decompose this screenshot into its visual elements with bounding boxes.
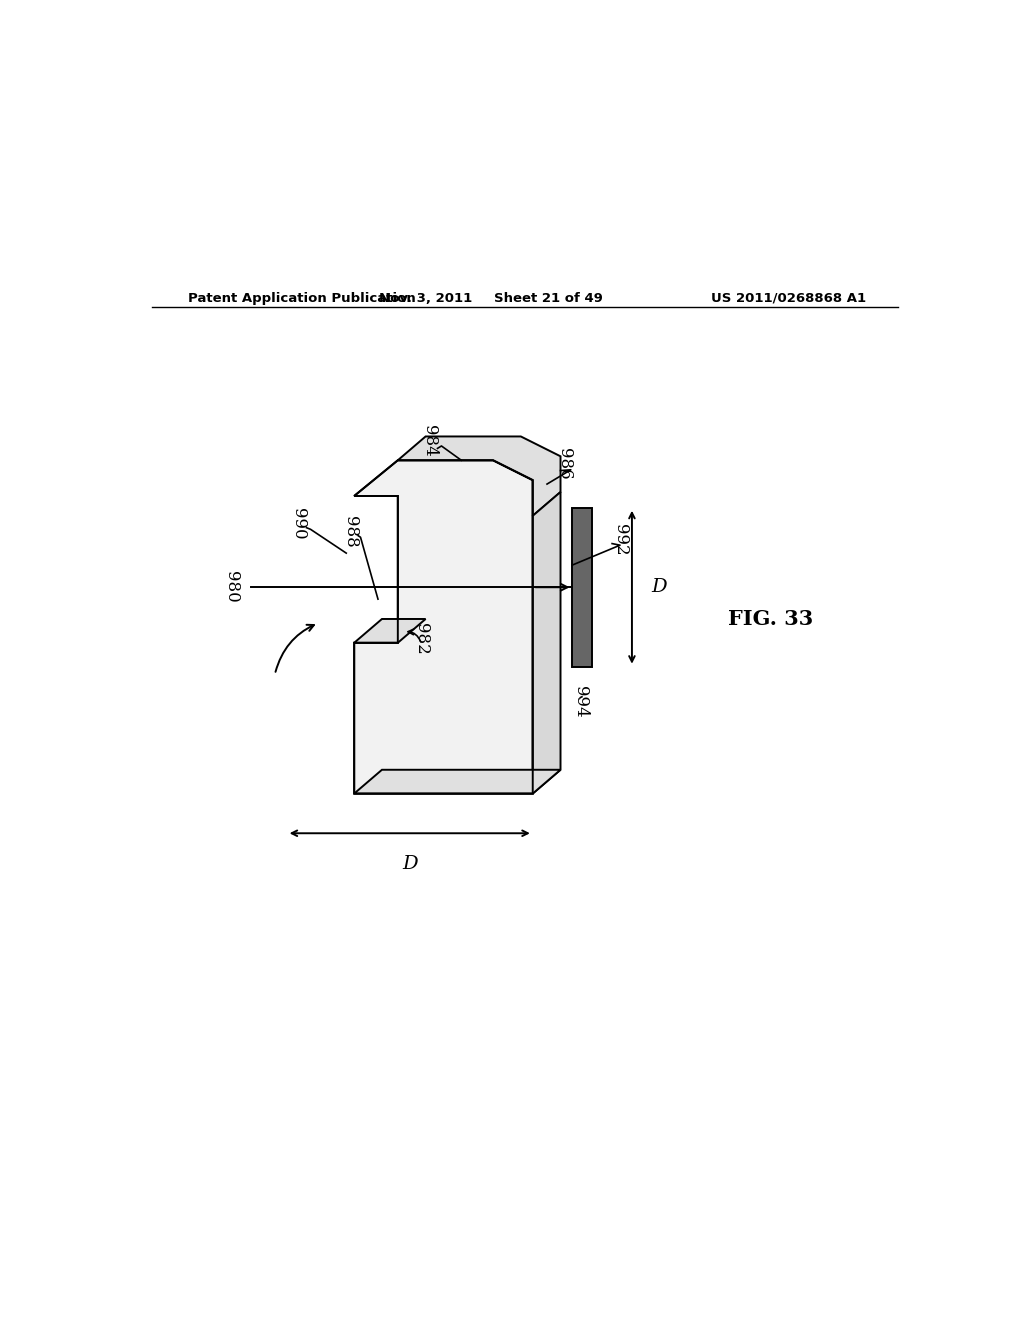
Text: Nov. 3, 2011: Nov. 3, 2011 xyxy=(379,292,472,305)
Polygon shape xyxy=(532,492,560,793)
Text: US 2011/0268868 A1: US 2011/0268868 A1 xyxy=(711,292,866,305)
Text: 982: 982 xyxy=(413,623,430,655)
Text: 990: 990 xyxy=(290,508,307,540)
Polygon shape xyxy=(354,619,426,643)
Polygon shape xyxy=(354,461,532,793)
Bar xyxy=(572,508,592,667)
Text: 994: 994 xyxy=(571,685,589,717)
Polygon shape xyxy=(354,770,560,793)
Text: FIG. 33: FIG. 33 xyxy=(728,609,813,630)
Text: 988: 988 xyxy=(342,516,358,548)
Text: D: D xyxy=(652,578,668,597)
Polygon shape xyxy=(397,437,560,516)
Text: 980: 980 xyxy=(222,572,240,603)
Text: 986: 986 xyxy=(556,449,573,480)
Text: Patent Application Publication: Patent Application Publication xyxy=(187,292,416,305)
Text: Sheet 21 of 49: Sheet 21 of 49 xyxy=(495,292,603,305)
Text: 992: 992 xyxy=(611,524,629,556)
Text: 984: 984 xyxy=(421,425,438,457)
Text: D: D xyxy=(401,855,418,874)
